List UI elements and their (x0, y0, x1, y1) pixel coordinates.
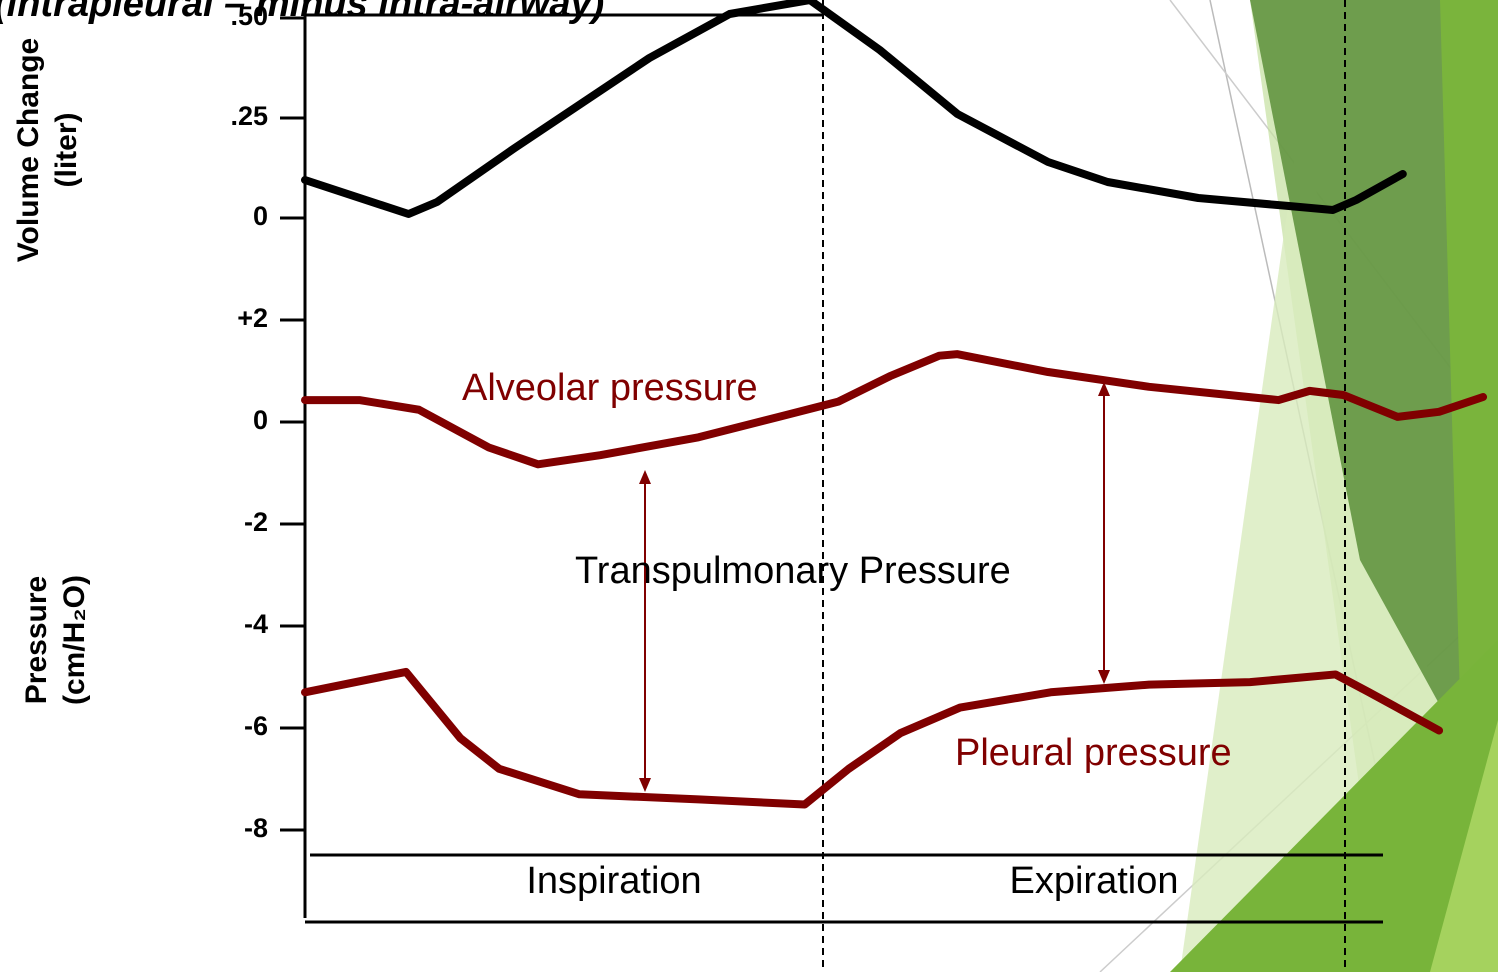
phase-label: Expiration (1010, 860, 1179, 902)
y-axis-label: (liter) (50, 113, 83, 188)
pressure-arrows (639, 382, 1110, 792)
y-tick-label: +2 (237, 303, 268, 333)
y-tick-label: .25 (230, 101, 268, 131)
y-tick-label: -2 (244, 507, 268, 537)
y-tick-label: 0 (253, 405, 268, 435)
y-tick-label: -4 (244, 609, 268, 639)
series-label: Alveolar pressure (462, 367, 758, 409)
y-axis-label: (cm/H₂O) (58, 575, 91, 705)
background-decoration (1099, 0, 1498, 972)
y-tick-label: -8 (244, 813, 268, 843)
y-axis-label: Volume Change (12, 38, 45, 262)
y-tick-label: 0 (253, 201, 268, 231)
y-axis-label: Pressure (20, 576, 53, 704)
transpulmonary-label: Transpulmonary Pressure (575, 550, 1011, 592)
phase-label: Inspiration (526, 860, 701, 902)
phase-dividers (822, 0, 1346, 972)
y-tick-label: .50 (230, 1, 268, 31)
series-line (301, 0, 1407, 218)
series-line (301, 667, 1444, 809)
series-label: Pleural pressure (955, 732, 1232, 774)
plot: .50 .25 0 Volume Change (liter) +2 0 -2 -4 -6 -8 Pr… (12, 0, 1488, 843)
annotation: (intrapleural – minus intra-airway) (0, 0, 604, 25)
y-tick-label: -6 (244, 711, 268, 741)
series-line (301, 350, 1488, 469)
